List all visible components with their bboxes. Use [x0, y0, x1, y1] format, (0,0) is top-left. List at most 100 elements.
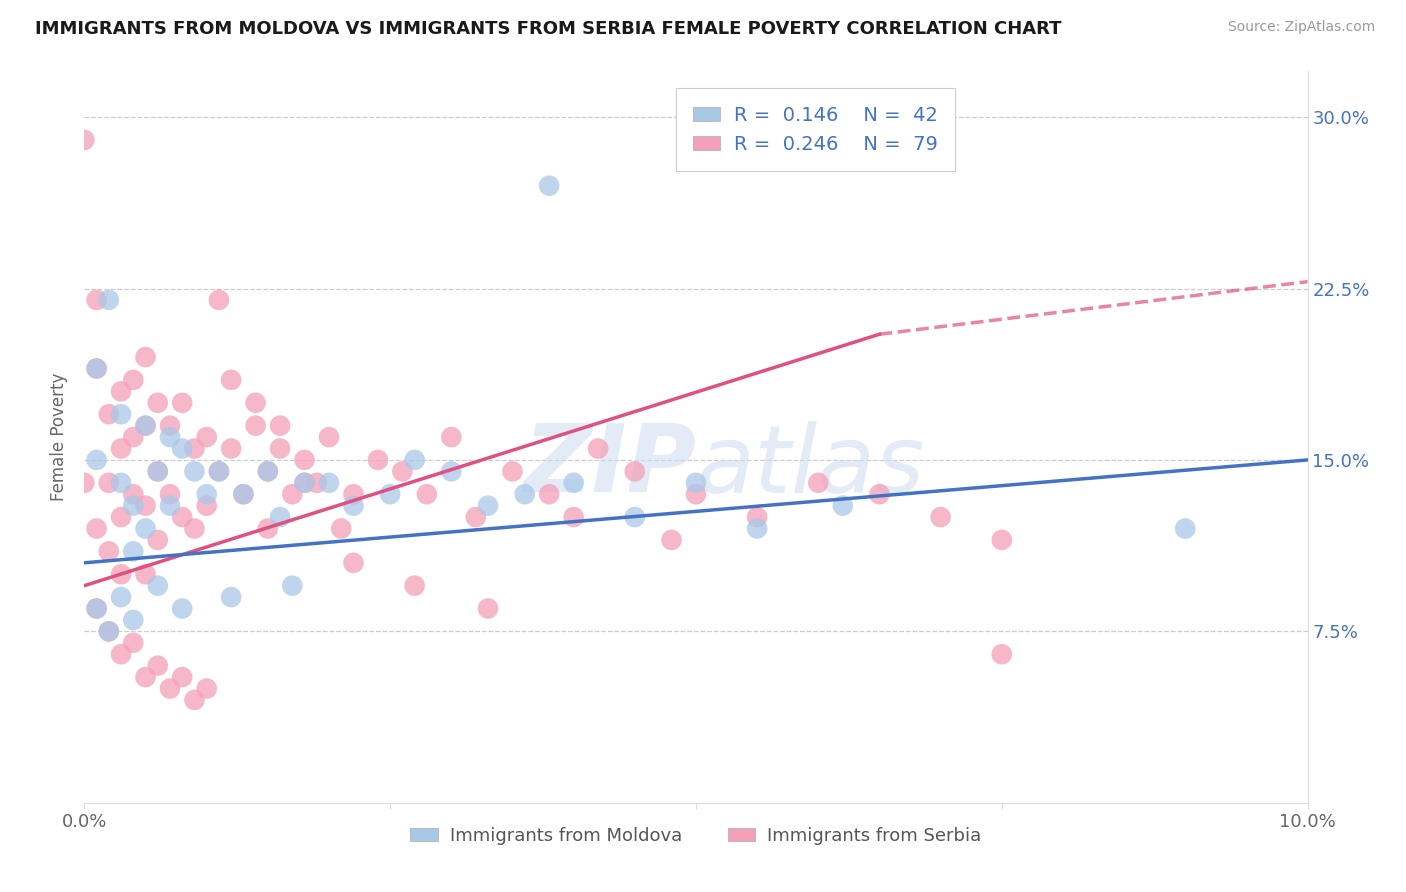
- Point: [208, 464, 231, 478]
- Point: [281, 487, 304, 501]
- Point: [624, 464, 647, 478]
- Point: [97, 544, 120, 558]
- Point: [110, 647, 132, 661]
- Point: [929, 510, 952, 524]
- Point: [97, 624, 120, 639]
- Point: [159, 430, 181, 444]
- Point: [195, 487, 218, 501]
- Point: [257, 464, 280, 478]
- Text: Source: ZipAtlas.com: Source: ZipAtlas.com: [1227, 20, 1375, 34]
- Point: [294, 453, 316, 467]
- Point: [219, 442, 242, 456]
- Point: [183, 521, 205, 535]
- Point: [135, 350, 157, 364]
- Point: [269, 418, 291, 433]
- Point: [110, 590, 132, 604]
- Point: [991, 533, 1014, 547]
- Point: [232, 487, 254, 501]
- Point: [391, 464, 413, 478]
- Point: [122, 636, 145, 650]
- Point: [513, 487, 536, 501]
- Point: [97, 407, 120, 421]
- Point: [586, 442, 609, 456]
- Y-axis label: Female Poverty: Female Poverty: [51, 373, 69, 501]
- Point: [159, 681, 181, 696]
- Point: [562, 475, 585, 490]
- Point: [146, 464, 169, 478]
- Point: [869, 487, 891, 501]
- Point: [502, 464, 524, 478]
- Point: [440, 464, 463, 478]
- Point: [219, 590, 242, 604]
- Point: [146, 658, 169, 673]
- Point: [122, 373, 145, 387]
- Point: [342, 487, 364, 501]
- Point: [342, 556, 364, 570]
- Point: [294, 475, 316, 490]
- Point: [97, 475, 120, 490]
- Point: [538, 178, 561, 193]
- Point: [146, 396, 169, 410]
- Point: [538, 487, 561, 501]
- Point: [159, 418, 181, 433]
- Point: [219, 373, 242, 387]
- Point: [367, 453, 389, 467]
- Point: [477, 601, 499, 615]
- Point: [172, 601, 194, 615]
- Point: [135, 418, 157, 433]
- Point: [195, 499, 218, 513]
- Point: [86, 521, 108, 535]
- Point: [146, 464, 169, 478]
- Point: [122, 430, 145, 444]
- Text: IMMIGRANTS FROM MOLDOVA VS IMMIGRANTS FROM SERBIA FEMALE POVERTY CORRELATION CHA: IMMIGRANTS FROM MOLDOVA VS IMMIGRANTS FR…: [35, 20, 1062, 37]
- Point: [110, 475, 132, 490]
- Point: [86, 361, 108, 376]
- Point: [97, 293, 120, 307]
- Point: [135, 521, 157, 535]
- Point: [440, 430, 463, 444]
- Point: [342, 499, 364, 513]
- Point: [183, 693, 205, 707]
- Point: [86, 361, 108, 376]
- Point: [195, 430, 218, 444]
- Point: [464, 510, 486, 524]
- Point: [86, 453, 108, 467]
- Point: [404, 453, 426, 467]
- Point: [135, 567, 157, 582]
- Point: [86, 293, 108, 307]
- Point: [257, 521, 280, 535]
- Point: [208, 293, 231, 307]
- Point: [294, 475, 316, 490]
- Point: [110, 407, 132, 421]
- Text: atlas: atlas: [696, 421, 924, 512]
- Legend: Immigrants from Moldova, Immigrants from Serbia: Immigrants from Moldova, Immigrants from…: [404, 820, 988, 852]
- Point: [991, 647, 1014, 661]
- Point: [146, 533, 169, 547]
- Point: [477, 499, 499, 513]
- Point: [232, 487, 254, 501]
- Point: [122, 487, 145, 501]
- Point: [380, 487, 402, 501]
- Point: [135, 499, 157, 513]
- Point: [245, 418, 267, 433]
- Point: [807, 475, 830, 490]
- Point: [146, 579, 169, 593]
- Point: [110, 442, 132, 456]
- Text: ZIP: ZIP: [523, 420, 696, 512]
- Point: [110, 567, 132, 582]
- Point: [135, 670, 157, 684]
- Point: [159, 499, 181, 513]
- Point: [281, 579, 304, 593]
- Point: [245, 396, 267, 410]
- Point: [135, 418, 157, 433]
- Point: [110, 384, 132, 399]
- Point: [562, 510, 585, 524]
- Point: [685, 487, 707, 501]
- Point: [416, 487, 439, 501]
- Point: [305, 475, 328, 490]
- Point: [318, 475, 340, 490]
- Point: [624, 510, 647, 524]
- Point: [86, 601, 108, 615]
- Point: [831, 499, 853, 513]
- Point: [172, 510, 194, 524]
